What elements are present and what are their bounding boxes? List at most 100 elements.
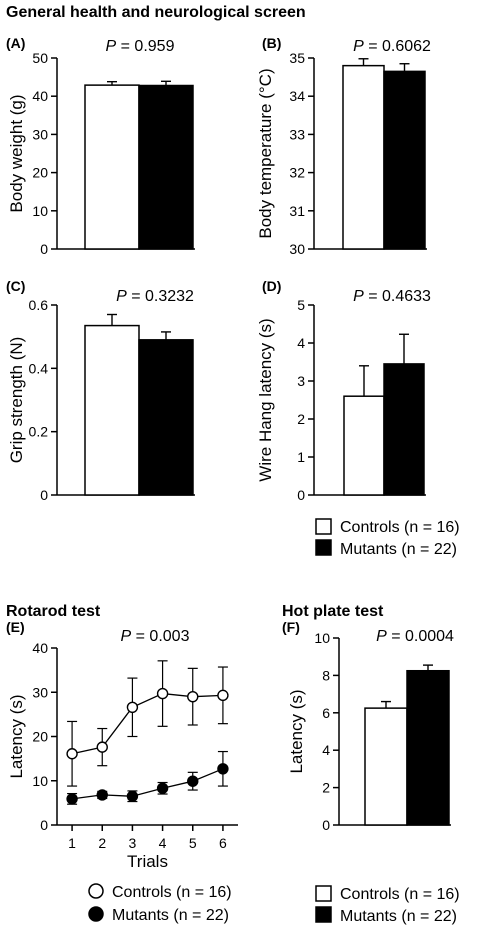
x-tick-label: 5 <box>189 835 197 851</box>
legend-label-controls: Controls (n = 16) <box>112 884 232 901</box>
y-axis-label: Wire Hang latency (s) <box>256 318 275 481</box>
panel-label: (E) <box>6 619 25 635</box>
y-tick-label: 10 <box>32 203 48 219</box>
legend-swatch-controls <box>315 518 332 535</box>
p-value-label: P = 0.959 <box>106 38 175 55</box>
y-axis-label: Latency (s) <box>7 694 26 778</box>
p-value-label: P = 0.3232 <box>116 288 194 305</box>
bar-mutants <box>138 84 194 250</box>
y-tick-label: 0 <box>322 817 330 833</box>
y-tick-label: 32 <box>289 165 305 181</box>
bar-controls <box>342 64 385 250</box>
x-tick-label: 4 <box>159 835 167 851</box>
series-line-mutants <box>71 768 224 800</box>
p-value-label: P = 0.0004 <box>376 628 454 645</box>
point-controls <box>217 689 229 702</box>
point-mutants <box>156 782 169 794</box>
point-mutants <box>126 790 139 802</box>
y-tick-label: 4 <box>297 335 305 351</box>
y-axis-label: Latency (s) <box>287 689 306 773</box>
legend-bars-top: Controls (n = 16) Mutants (n = 22) <box>315 518 460 558</box>
y-tick-label: 10 <box>32 773 48 789</box>
point-mutants <box>187 775 199 787</box>
chart-hot-plate: 0 2 4 6 8 10 Latency (s) (F) P = 0.0004 <box>282 619 454 833</box>
p-value-label: P = 0.003 <box>121 628 190 645</box>
point-mutants <box>96 789 108 801</box>
point-controls <box>187 690 199 703</box>
bar-controls <box>364 707 408 826</box>
y-tick-label: 34 <box>289 88 305 104</box>
y-tick-label: 0 <box>40 817 48 833</box>
y-tick-label: 30 <box>32 684 48 700</box>
y-tick-label: 0 <box>40 487 48 503</box>
y-tick-label: 35 <box>289 50 305 66</box>
y-tick-label: 30 <box>32 126 48 142</box>
y-tick-label: 0 <box>297 487 305 503</box>
legend-marker-controls <box>88 883 104 899</box>
section-title-rotarod: Rotarod test <box>6 603 101 620</box>
y-tick-label: 4 <box>322 742 330 758</box>
section-title-general: General health and neurological screen <box>6 4 306 21</box>
panel-label: (A) <box>6 35 25 51</box>
legend-bars-bottom: Controls (n = 16) Mutants (n = 22) <box>315 885 460 925</box>
bar-mutants <box>383 70 426 250</box>
series-line-controls <box>71 692 223 755</box>
y-axis-label: Body temperature (°C) <box>256 68 275 238</box>
bar-controls <box>84 324 140 496</box>
y-tick-label: 8 <box>322 667 330 683</box>
legend-label-controls: Controls (n = 16) <box>340 886 460 903</box>
point-controls <box>66 748 78 760</box>
legend-label-mutants: Mutants (n = 22) <box>340 541 457 558</box>
chart-wire-hang: 0 1 2 3 4 5 Wire Hang latency (s) (D) P = 0.4633 <box>256 278 431 503</box>
legend-lines: Controls (n = 16) Mutants (n = 22) <box>88 883 232 924</box>
y-tick-label: 2 <box>297 411 305 427</box>
y-tick-label: 31 <box>289 203 305 219</box>
y-tick-label: 0.6 <box>29 297 49 313</box>
p-value-label: P = 0.4633 <box>353 288 431 305</box>
legend-label-mutants: Mutants (n = 22) <box>112 907 229 924</box>
y-axis-label: Grip strength (N) <box>7 337 26 464</box>
chart-rotarod: 0 10 20 30 40 Latency (s) (E) P = 0.003 1 2 3 4 5 6 Tr… <box>6 619 238 871</box>
bar-mutants <box>383 363 425 496</box>
section-title-hotplate: Hot plate test <box>282 603 384 620</box>
point-controls <box>126 701 139 713</box>
y-tick-label: 33 <box>289 126 305 142</box>
y-tick-label: 40 <box>32 640 48 656</box>
legend-label-controls: Controls (n = 16) <box>340 519 460 536</box>
panel-label: (D) <box>262 278 281 294</box>
legend-swatch-mutants <box>315 906 332 923</box>
legend-label-mutants: Mutants (n = 22) <box>340 908 457 925</box>
y-tick-label: 5 <box>297 297 305 313</box>
y-tick-label: 3 <box>297 373 305 389</box>
x-tick-label: 2 <box>98 835 106 851</box>
bar-controls <box>343 395 385 496</box>
y-axis-label: Body weight (g) <box>7 94 26 212</box>
point-controls <box>96 741 108 753</box>
chart-grip-strength: 0 0.2 0.4 0.6 Grip strength (N) (C) P = 0.3232 <box>6 278 195 503</box>
point-mutants <box>217 763 229 775</box>
chart-body-temperature: 30 31 32 33 34 35 Body temperature (°C) (B) P = … <box>256 35 431 257</box>
bar-controls <box>84 84 140 250</box>
y-tick-label: 20 <box>32 165 48 181</box>
y-tick-label: 2 <box>322 780 330 796</box>
x-tick-label: 1 <box>68 835 76 851</box>
x-tick-label: 3 <box>129 835 137 851</box>
y-tick-label: 0.2 <box>29 424 49 440</box>
legend-marker-mutants <box>88 906 104 922</box>
panel-label: (F) <box>282 619 300 635</box>
y-tick-label: 30 <box>289 241 305 257</box>
p-value-label: P = 0.6062 <box>353 38 431 55</box>
y-tick-label: 50 <box>32 50 48 66</box>
chart-body-weight: 0 10 20 30 40 50 Body weight (g) (A) P = 0.959 <box>6 35 195 257</box>
y-tick-label: 10 <box>314 630 330 646</box>
point-controls <box>156 687 169 700</box>
point-mutants <box>66 793 78 805</box>
bar-mutants <box>406 669 450 826</box>
y-tick-label: 1 <box>297 449 305 465</box>
y-tick-label: 0 <box>40 241 48 257</box>
x-tick-label: 6 <box>219 835 227 851</box>
panel-label: (B) <box>262 35 281 51</box>
bar-mutants <box>138 339 194 496</box>
legend-swatch-controls <box>315 885 332 902</box>
